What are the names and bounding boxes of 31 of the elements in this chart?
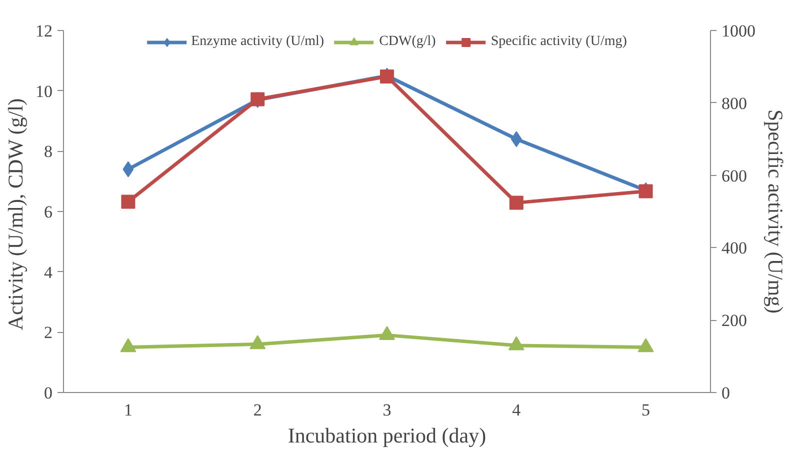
- y-tick-label: 4: [44, 262, 53, 282]
- point: [121, 194, 136, 209]
- point: [509, 196, 524, 210]
- x-tick-label: 3: [382, 400, 392, 420]
- legend-label: Enzyme activity (U/ml): [191, 34, 324, 50]
- y2-tick-label: 1000: [722, 22, 756, 40]
- y-tick-label: 2: [44, 323, 52, 342]
- point: [508, 336, 524, 350]
- y2-axis-title: Specific activity (U/mg): [764, 109, 788, 314]
- point: [638, 338, 654, 352]
- x-tick-label: 4: [512, 400, 522, 420]
- y2-tick-label: 800: [722, 94, 747, 113]
- point: [120, 338, 136, 352]
- x-axis-title: Incubation period (day): [288, 424, 486, 448]
- y-tick-label: 6: [44, 202, 52, 222]
- x-tick-label: 5: [642, 400, 650, 420]
- y-tick-label: 8: [44, 142, 52, 162]
- x-tick-label: 1: [124, 400, 132, 420]
- y2-tick-label: 600: [722, 166, 747, 186]
- x-tick-label: 2: [253, 400, 262, 420]
- y-axis-title: Activity (U/ml), CDW (g/l): [4, 98, 28, 330]
- y2-tick-label: 200: [722, 311, 747, 330]
- legend-label: Specific activity (U/mg): [490, 34, 627, 50]
- y-tick-label: 0: [44, 384, 52, 402]
- y-tick-label: 10: [36, 82, 52, 101]
- y2-tick-label: 0: [722, 384, 730, 402]
- y2-tick-label: 400: [722, 238, 747, 258]
- point: [379, 326, 395, 340]
- point: [250, 335, 266, 350]
- y-tick-label: 12: [36, 22, 52, 40]
- legend-label: CDW(g/l): [379, 34, 436, 50]
